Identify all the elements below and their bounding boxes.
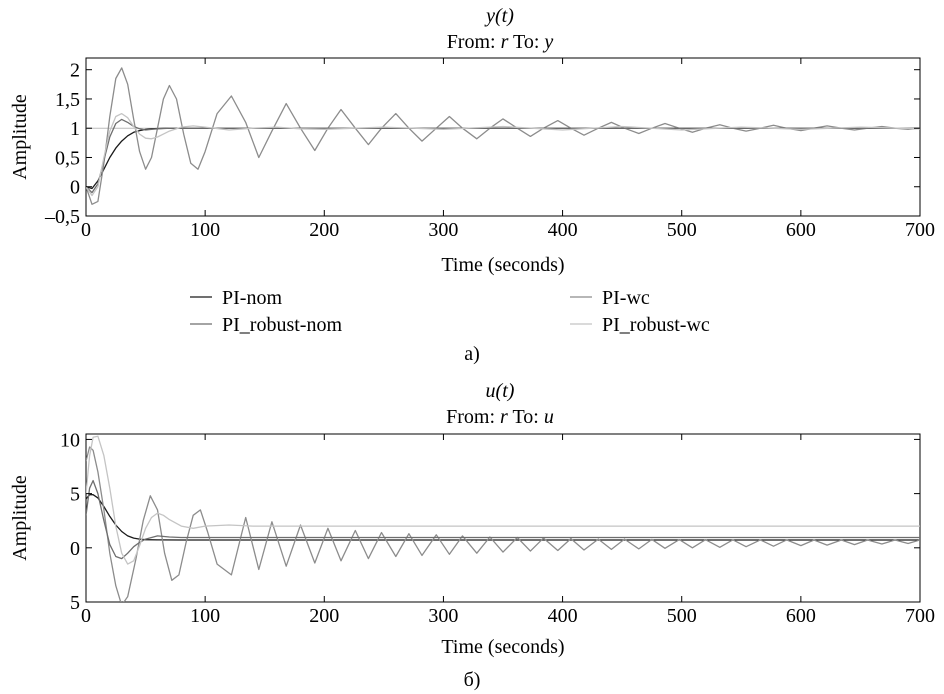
x-tick-label: 700	[905, 605, 935, 627]
chart-title-line2: From: r To: u	[446, 406, 554, 428]
series-line-pi-robust-nom	[86, 118, 920, 194]
legend-item-pi-robust-wc: PI_robust-wc	[570, 314, 710, 336]
legend-item-pi-nom: PI-nom	[190, 287, 282, 309]
chart-title-line2: From: r To: y	[447, 31, 554, 53]
legend-label: PI-nom	[222, 287, 282, 309]
y-tick-label: 1,5	[55, 89, 80, 111]
series-line-pi-wc	[86, 67, 920, 205]
x-tick-label: 0	[81, 605, 91, 627]
y-tick-label: 0	[70, 538, 80, 560]
x-tick-label: 0	[81, 219, 91, 241]
legend-label: PI_robust-nom	[222, 314, 342, 336]
y-tick-label: 5	[70, 484, 80, 506]
x-tick-label: 600	[786, 605, 816, 627]
series-line-pi-nom	[86, 494, 920, 541]
series-line-pi-wc	[86, 446, 920, 602]
x-tick-label: 100	[190, 219, 220, 241]
series-line-pi-robust-nom	[86, 479, 920, 560]
chart-title-line1: y(t)	[484, 5, 514, 27]
chart-y: y(t) From: r To: y 0 100 200 300 400 500 600 70…	[9, 5, 935, 276]
x-ticks: 0 100 200 300 400 500 600 700	[81, 434, 935, 627]
y-ticks: 5 0 5 10	[60, 429, 920, 614]
x-axis-label: Time (seconds)	[441, 254, 564, 276]
x-tick-label: 200	[309, 605, 339, 627]
series-line-pi-robust-wc	[86, 112, 920, 197]
y-tick-label: 2	[70, 60, 80, 82]
caption-a: а)	[464, 343, 480, 365]
x-tick-label: 300	[428, 605, 458, 627]
caption-b: б)	[464, 669, 481, 691]
y-tick-label: 0	[70, 177, 80, 199]
x-tick-label: 700	[905, 219, 935, 241]
y-ticks: –0,5 0 0,5 1 1,5 2	[44, 60, 920, 228]
x-tick-label: 400	[548, 219, 578, 241]
series-group	[86, 67, 920, 205]
x-ticks: 0 100 200 300 400 500 600 700	[81, 58, 935, 241]
legend: PI-nom PI-wc PI_robust-nom PI_robust-wc	[190, 287, 710, 336]
plot-frame	[85, 57, 921, 217]
legend-item-pi-robust-nom: PI_robust-nom	[190, 314, 342, 336]
y-tick-label: 0,5	[55, 147, 80, 169]
x-tick-label: 300	[428, 219, 458, 241]
x-tick-label: 600	[786, 219, 816, 241]
chart-title-line1: u(t)	[486, 380, 515, 402]
x-axis-label: Time (seconds)	[441, 636, 564, 658]
plot-frame	[85, 433, 921, 603]
chart-u: u(t) From: r To: u 0 100 200 300 400 500 600 70…	[9, 380, 935, 658]
series-line-pi-nom	[86, 127, 920, 190]
legend-label: PI-wc	[602, 287, 650, 309]
legend-label: PI_robust-wc	[602, 314, 710, 336]
y-tick-label: 1	[70, 118, 80, 140]
series-line-pi-robust-wc	[86, 435, 920, 565]
series-group	[86, 435, 920, 602]
x-tick-label: 200	[309, 219, 339, 241]
y-tick-label: 5	[70, 592, 80, 614]
x-tick-label: 500	[667, 605, 697, 627]
y-tick-label: –0,5	[44, 206, 80, 228]
x-tick-label: 100	[190, 605, 220, 627]
y-axis-label: Amplitude	[9, 475, 31, 561]
legend-item-pi-wc: PI-wc	[570, 287, 650, 309]
x-tick-label: 400	[548, 605, 578, 627]
x-tick-label: 500	[667, 219, 697, 241]
y-axis-label: Amplitude	[9, 94, 31, 180]
y-tick-label: 10	[60, 429, 80, 451]
